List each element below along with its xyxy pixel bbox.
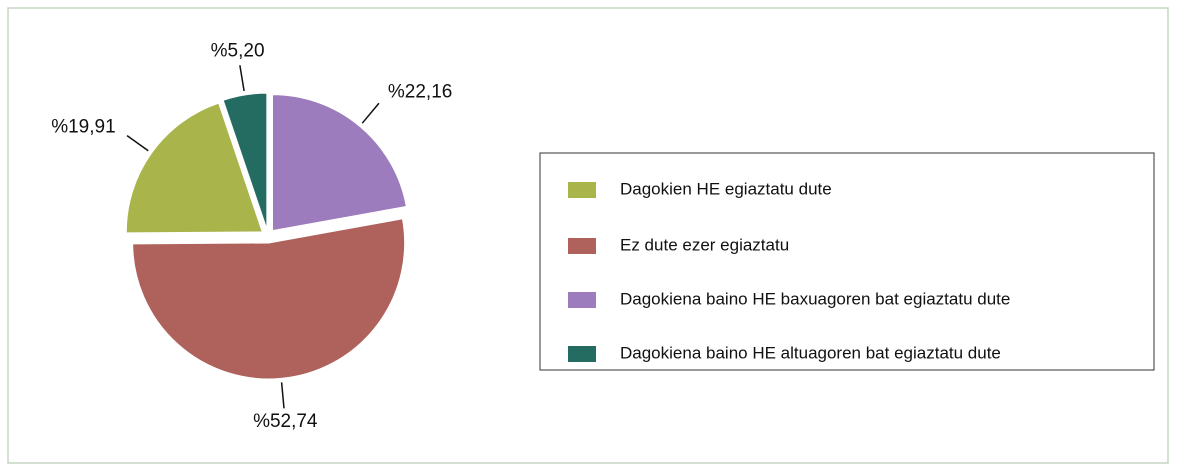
legend-label: Dagokiena baino HE baxuagoren bat egiazt… xyxy=(620,289,1010,308)
legend-box xyxy=(539,152,1155,371)
leader-line xyxy=(280,382,285,409)
legend-swatch xyxy=(568,292,596,308)
leader-line xyxy=(126,135,149,152)
legend-label: Dagokien HE egiaztatu dute xyxy=(620,179,832,198)
legend-label: Dagokiena baino HE altuagoren bat egiazt… xyxy=(620,343,1001,362)
legend-swatch xyxy=(568,182,596,198)
data-label: %52,74 xyxy=(253,411,318,432)
pie-slice xyxy=(271,94,407,232)
pie-slice xyxy=(132,218,406,380)
leader-line xyxy=(239,65,245,92)
legend-label: Ez dute ezer egiaztatu xyxy=(620,235,789,254)
legend-swatch xyxy=(568,346,596,362)
legend-swatch xyxy=(568,238,596,254)
data-label: %22,16 xyxy=(388,82,452,103)
data-label: %5,20 xyxy=(211,41,265,62)
leader-line xyxy=(361,102,380,124)
pie-slice xyxy=(125,102,263,234)
pie-slice xyxy=(222,92,268,230)
data-label: %19,91 xyxy=(51,117,115,138)
